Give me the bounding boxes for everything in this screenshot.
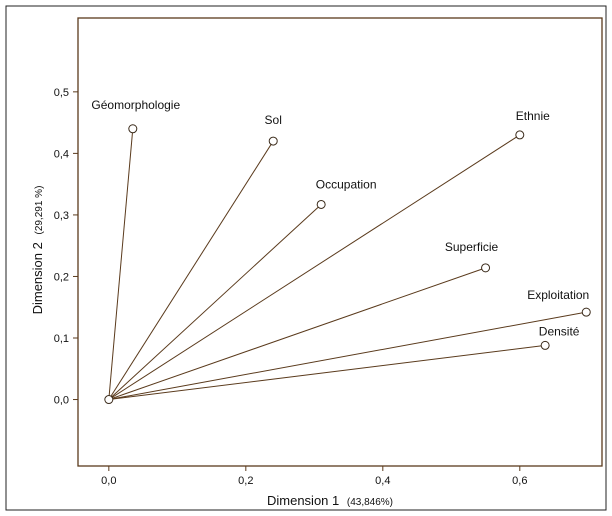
points-layer xyxy=(104,124,591,405)
vector-line xyxy=(108,140,274,400)
x-tick-label: 0,2 xyxy=(238,475,253,487)
origin-marker xyxy=(104,395,114,405)
point-marker xyxy=(515,130,525,140)
point-label: Superficie xyxy=(445,240,499,254)
x-axis-title-unit: (43,846%) xyxy=(347,497,393,508)
vector-line xyxy=(108,344,546,401)
y-tick-label: 0,5 xyxy=(54,87,69,99)
vector-line xyxy=(108,204,322,400)
point-marker xyxy=(540,340,550,350)
vector-line xyxy=(108,267,486,401)
x-tick-label: 0,6 xyxy=(512,475,527,487)
point-marker xyxy=(128,124,138,134)
x-tick-label: 0,4 xyxy=(375,475,390,487)
vectors-layer xyxy=(108,128,587,401)
outer-frame xyxy=(5,5,607,511)
axes-layer: 0,0 0,2 0,4 0,6 0,0 0,1 0,2 0,3 0,4 0,5 xyxy=(54,87,528,487)
vector-line xyxy=(108,134,521,400)
point-marker xyxy=(268,136,278,146)
point-label: Sol xyxy=(265,113,282,127)
y-axis-title-unit: (29,291 %) xyxy=(34,186,45,235)
point-marker xyxy=(316,199,326,209)
point-label: Exploitation xyxy=(527,288,589,302)
y-axis-title-text: Dimension 2 xyxy=(30,242,45,314)
point-label: Géomorphologie xyxy=(91,98,180,112)
vector-line xyxy=(108,311,587,401)
y-axis-title: Dimension 2 (29,291 %) xyxy=(30,186,45,315)
point-label: Occupation xyxy=(316,177,377,191)
x-axis-title: Dimension 1 (43,846%) xyxy=(267,493,393,508)
point-label: Densité xyxy=(539,324,580,338)
x-axis-title-text: Dimension 1 xyxy=(267,493,339,508)
vector-line xyxy=(108,128,134,400)
y-tick-label: 0,3 xyxy=(54,210,69,222)
y-tick-label: 0,0 xyxy=(54,395,69,407)
x-tick-label: 0,0 xyxy=(101,475,116,487)
point-marker xyxy=(581,307,591,317)
y-tick-label: 0,2 xyxy=(54,271,69,283)
point-label: Ethnie xyxy=(516,109,550,123)
y-tick-label: 0,1 xyxy=(54,333,69,345)
point-marker xyxy=(481,263,491,273)
plot-area-frame xyxy=(77,17,603,467)
point-labels-layer: Géomorphologie Sol Occupation Ethnie Superfi… xyxy=(91,98,589,339)
y-tick-label: 0,4 xyxy=(54,148,69,160)
